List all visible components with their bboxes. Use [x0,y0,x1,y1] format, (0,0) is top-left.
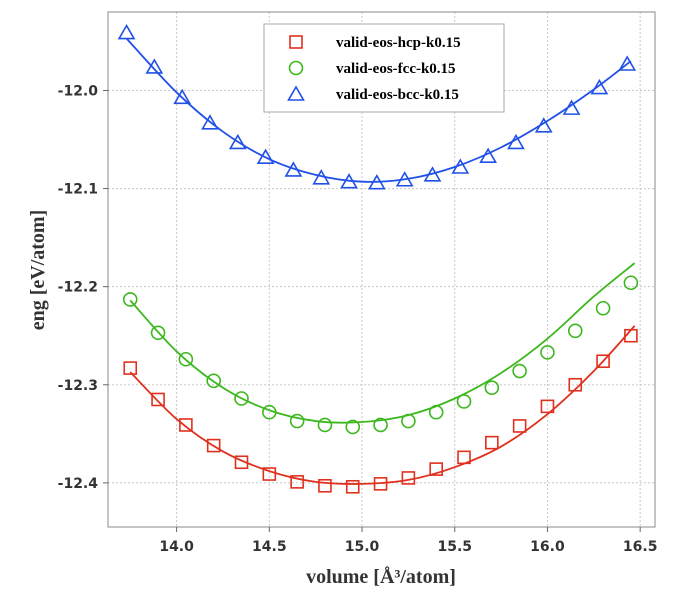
data-point-square [179,418,193,432]
data-point-circle [567,323,583,339]
x-tick-label: 16.5 [623,539,658,555]
legend-marker-square [289,35,303,49]
data-point-triangle [507,133,525,150]
data-point-square [429,462,444,476]
data-point-triangle [562,99,581,115]
data-markers [117,23,639,494]
plot-frame [107,11,656,528]
data-point-circle [289,413,305,429]
data-point-square [568,377,583,392]
y-tick-label: -12.3 [58,378,98,394]
data-point-triangle [451,158,470,174]
data-point-circle [456,394,472,409]
legend: valid-eos-hcp-k0.15 valid-eos-fcc-k0.15 va… [263,23,505,113]
data-point-circle [540,345,555,360]
x-tick-label: 16.0 [530,539,565,555]
data-point-circle [373,417,388,433]
data-point-triangle [145,58,164,74]
data-point-square [401,471,416,485]
fit-curve-triangle [125,37,632,183]
data-point-circle [512,363,527,379]
data-point-triangle [117,23,136,40]
y-tick-label: -12.2 [58,280,98,296]
data-point-square [540,399,555,414]
data-point-circle [484,380,500,396]
axis-ticks: 14.0 14.5 15.0 15.5 16.0 16.5 -12.4 -12.3 -12.2 -… [58,83,658,555]
data-point-triangle [340,173,358,189]
data-point-square [318,478,332,493]
data-point-circle [206,373,221,389]
data-point-triangle [228,133,247,150]
data-point-square [373,477,388,491]
data-point-triangle [284,161,303,177]
y-tick-label: -12.0 [58,83,99,99]
data-point-triangle [479,147,498,163]
data-point-square [262,467,277,481]
data-point-triangle [534,117,553,133]
legend-marker-circle [288,60,304,76]
data-point-triangle [367,174,386,190]
data-point-square [596,354,610,369]
data-point-circle [178,351,194,367]
data-point-square [512,419,527,433]
data-point-triangle [395,171,414,187]
data-point-square [624,328,638,343]
data-point-triangle [256,148,275,164]
y-axis-label: eng [eV/atom] [27,210,49,331]
data-point-circle [401,413,416,429]
data-point-triangle [201,114,219,130]
data-point-triangle [423,166,442,182]
data-point-square [151,392,165,407]
data-point-circle [150,325,166,341]
x-axis-label: volume [Å³/atom] [306,565,456,588]
data-point-square [234,455,249,470]
data-point-circle [428,404,444,420]
legend-label-triangle: valid-eos-bcc-k0.15 [336,87,459,103]
data-point-square [345,479,360,494]
fit-curve-circle [129,262,636,424]
data-point-triangle [618,55,637,71]
data-point-circle [122,292,138,307]
data-point-square [206,438,221,453]
data-point-triangle [173,88,192,105]
x-tick-label: 15.0 [345,539,380,555]
legend-box [263,23,505,113]
data-point-square [457,450,471,465]
data-point-circle [595,300,611,316]
data-point-circle [262,404,277,420]
data-point-triangle [312,169,331,185]
data-point-square [485,435,499,450]
data-point-circle [345,419,361,435]
x-tick-label: 15.5 [437,539,472,555]
data-point-square [290,475,304,489]
data-point-triangle [590,78,609,95]
data-point-circle [623,275,639,291]
data-point-circle [234,391,249,406]
legend-label-circle: valid-eos-fcc-k0.15 [336,61,456,77]
x-tick-label: 14.0 [159,539,194,555]
legend-label-square: valid-eos-hcp-k0.15 [336,35,461,51]
legend-marker-triangle [287,85,305,101]
data-point-circle [317,417,333,433]
y-tick-label: -12.4 [58,476,99,492]
x-tick-label: 14.5 [252,539,287,555]
y-tick-label: -12.1 [58,182,98,198]
data-point-square [123,361,138,375]
